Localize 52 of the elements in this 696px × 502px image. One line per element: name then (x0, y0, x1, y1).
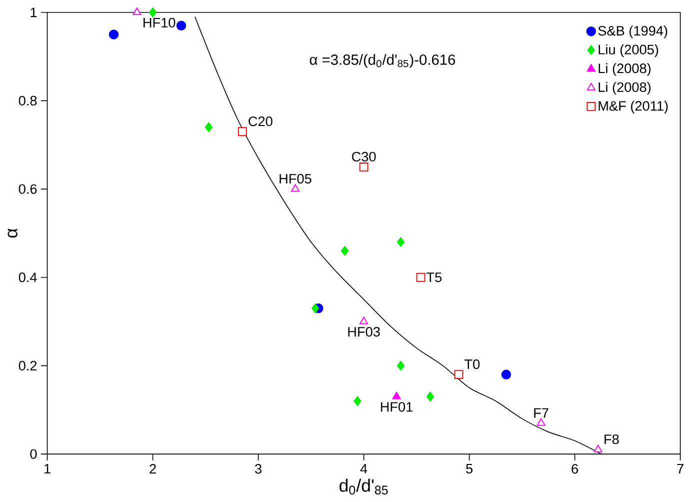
point (416, 272, 426, 282)
point (396, 237, 404, 247)
x-tick-label: 7 (677, 464, 684, 474)
x-axis-title: d$_{0}$/d'$_{85}$ (340, 478, 388, 494)
point (396, 360, 404, 370)
annotation: HF05 (280, 174, 312, 184)
point (311, 303, 320, 314)
point (204, 122, 212, 132)
y-axis-title: α (8, 228, 18, 238)
annotation: T5 (426, 272, 442, 282)
annotation: F8 (604, 434, 619, 444)
point (290, 184, 300, 192)
y-tick-label: 0.2 (18, 360, 37, 370)
point (149, 7, 157, 18)
annotation: HF03 (348, 326, 380, 337)
annotation: HF01 (380, 402, 412, 412)
annotation: α =3.85/(d$_{0}$/d'$_{85}$)-0.616 (310, 54, 456, 68)
point (132, 7, 142, 15)
legend-label: M&F (2011) (598, 100, 668, 114)
annotation: C30 (352, 152, 376, 162)
x-tick-label: 1 (44, 464, 50, 474)
x-tick-label: 4 (360, 464, 368, 474)
annotation: F7 (534, 408, 548, 418)
annotation: HF10 (144, 18, 176, 28)
legend-label: S&B (1994) (598, 26, 668, 38)
y-tick-label: 1 (30, 8, 37, 17)
point (238, 127, 247, 136)
point (359, 162, 368, 172)
x-tick-label: 2 (150, 464, 156, 474)
point (501, 370, 512, 380)
y-tick-label: 0.6 (18, 184, 37, 194)
y-tick-label: 0.8 (18, 96, 37, 106)
x-tick-label: 5 (466, 464, 473, 474)
x-tick-label: 3 (255, 464, 262, 474)
point (536, 418, 546, 426)
point (360, 316, 368, 324)
point (354, 396, 362, 406)
point (594, 444, 602, 452)
point (454, 370, 464, 379)
annotation: C20 (248, 116, 272, 126)
point (426, 392, 434, 402)
point (392, 392, 401, 400)
point (176, 20, 186, 30)
x-tick-label: 6 (572, 464, 578, 474)
legend-label: Li (2008) (598, 63, 651, 76)
annotation: T0 (464, 359, 480, 369)
point (108, 29, 119, 40)
y-tick-label: 0 (30, 449, 37, 459)
legend-label: Liu (2005) (598, 44, 658, 57)
y-tick-label: 0.4 (18, 272, 37, 282)
legend-label: Li (2008) (598, 82, 651, 95)
point (341, 246, 349, 256)
